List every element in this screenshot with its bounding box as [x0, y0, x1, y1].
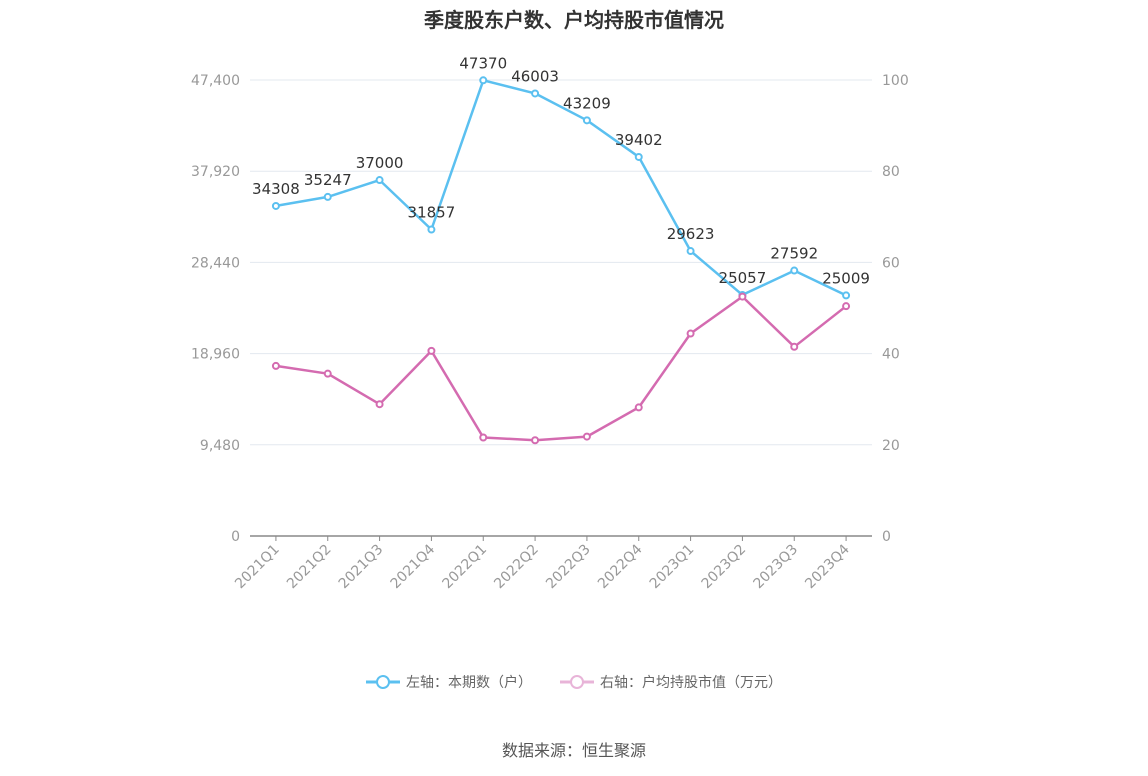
left-tick-label: 37,920: [191, 164, 240, 180]
x-tick-label: 2023Q1: [647, 542, 698, 593]
data-label: 47370: [459, 54, 507, 72]
data-label: 31857: [408, 204, 456, 222]
x-tick-label: 2021Q1: [232, 542, 283, 593]
data-label: 25057: [719, 269, 767, 287]
legend-label-avg-value: 右轴：户均持股市值（万元）: [600, 675, 782, 691]
data-label: 25009: [822, 269, 870, 287]
series-point-0: [842, 291, 851, 300]
x-tick-label: 2023Q3: [750, 542, 801, 593]
series-point-0: [531, 89, 540, 98]
series-point-1: [375, 400, 384, 409]
legend-line-blue-icon: [366, 675, 400, 689]
grid-lines: [250, 79, 872, 446]
series-line-0: [275, 79, 847, 297]
series-point-1: [842, 302, 851, 311]
legend: 左轴：本期数（户） 右轴：户均持股市值（万元）: [0, 672, 1148, 692]
series-point-0: [582, 116, 591, 125]
right-tick-label: 80: [882, 164, 900, 180]
data-label: 34308: [252, 180, 300, 198]
left-tick-label: 9,480: [200, 438, 240, 454]
left-tick-label: 0: [231, 529, 240, 545]
series-point-0: [323, 192, 332, 201]
data-label: 29623: [667, 225, 715, 243]
series-point-0: [790, 266, 799, 275]
series-point-1: [479, 433, 488, 442]
data-label: 43209: [563, 94, 611, 112]
series-point-1: [634, 403, 643, 412]
series-point-0: [427, 225, 436, 234]
x-tick-label: 2021Q2: [284, 542, 335, 593]
right-tick-label: 20: [882, 438, 900, 454]
x-tick-label: 2022Q3: [543, 542, 594, 593]
series-line-1: [275, 295, 847, 442]
left-tick-label: 18,960: [191, 347, 240, 363]
right-tick-label: 100: [882, 73, 909, 89]
data-label: 39402: [615, 131, 663, 149]
x-tick-label: 2023Q4: [802, 541, 853, 592]
series-point-1: [738, 292, 747, 301]
series-point-1: [531, 436, 540, 445]
series-point-0: [686, 247, 695, 256]
series: [271, 76, 851, 445]
right-tick-label: 0: [882, 529, 891, 545]
series-point-0: [634, 152, 643, 161]
legend-item-households[interactable]: 左轴：本期数（户）: [366, 672, 532, 692]
data-label: 27592: [770, 245, 818, 263]
legend-line-pink-icon: [560, 675, 594, 689]
series-point-1: [427, 346, 436, 355]
series-point-0: [479, 76, 488, 85]
series-point-1: [323, 369, 332, 378]
right-tick-label: 40: [882, 347, 900, 363]
series-point-1: [790, 342, 799, 351]
x-tick-label: 2022Q1: [439, 542, 490, 593]
left-tick-label: 28,440: [191, 255, 240, 271]
series-point-1: [686, 329, 695, 338]
series-point-1: [271, 361, 280, 370]
x-tick-label: 2021Q4: [388, 541, 439, 592]
series-point-1: [582, 432, 591, 441]
axes: 0 0 9,480 20 18,960 40 28,440 60 37,920 80 47,400 1…: [191, 73, 909, 592]
x-tick-label: 2022Q2: [491, 542, 542, 593]
x-tick-label: 2021Q3: [336, 542, 387, 593]
x-tick-label: 2022Q4: [595, 541, 646, 592]
left-tick-label: 47,400: [191, 73, 240, 89]
legend-item-avg-value[interactable]: 右轴：户均持股市值（万元）: [560, 672, 782, 692]
legend-label-households: 左轴：本期数（户）: [406, 675, 532, 691]
data-label: 37000: [356, 154, 404, 172]
data-label: 35247: [304, 171, 352, 189]
chart-title: 季度股东户数、户均持股市值情况: [424, 8, 724, 32]
source-note: 数据来源：恒生聚源: [501, 741, 646, 760]
right-tick-label: 60: [882, 255, 900, 271]
x-tick-label: 2023Q2: [699, 542, 750, 593]
series-point-0: [271, 201, 280, 210]
data-label: 46003: [511, 67, 559, 85]
series-point-0: [375, 176, 384, 185]
